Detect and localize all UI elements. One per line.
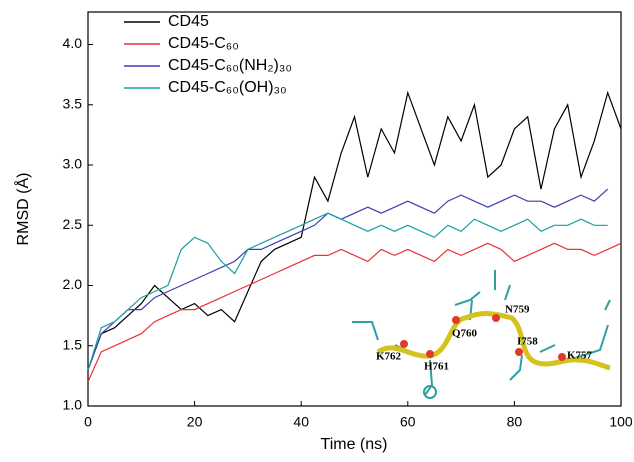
- series-line: [87, 212, 608, 371]
- plot-frame: [87, 11, 622, 407]
- legend-label: CD45-C₆₀: [168, 35, 239, 52]
- annotation: I758: [517, 336, 538, 348]
- legend-label: CD45-C₆₀(OH)₃₀: [168, 79, 287, 96]
- y-tick-label: 3.0: [63, 156, 83, 172]
- y-tick-label: 3.5: [63, 95, 83, 111]
- y-tick-label: 1.0: [63, 397, 83, 413]
- annotation: K762: [376, 351, 402, 363]
- series-line: [87, 242, 622, 383]
- annotation: H761: [424, 361, 449, 373]
- x-tick-label: 80: [507, 414, 523, 430]
- y-axis-label: RMSD (Å): [13, 173, 32, 246]
- x-tick-label: 60: [400, 414, 416, 430]
- y-tick-label: 1.5: [63, 336, 83, 352]
- legend-label: CD45: [168, 13, 209, 30]
- annotation: K757: [567, 350, 593, 362]
- x-axis-label: Time (ns): [321, 436, 388, 453]
- molecule-inset: K762 H761 Q760 N759 I758 K757: [352, 270, 611, 399]
- x-tick-label: 40: [293, 414, 309, 430]
- x-tick-label: 100: [609, 414, 633, 430]
- legend-label: CD45-C₆₀(NH₂)₃₀: [168, 57, 292, 74]
- x-tick-label: 0: [84, 414, 92, 430]
- x-tick-label: 20: [187, 414, 203, 430]
- series-line: [87, 90, 622, 371]
- y-tick-label: 2.0: [63, 276, 83, 292]
- annotation: Q760: [452, 328, 478, 340]
- y-tick-label: 4.0: [63, 35, 83, 51]
- annotation: N759: [505, 304, 530, 316]
- series-line: [87, 188, 609, 371]
- y-tick-label: 2.5: [63, 216, 83, 232]
